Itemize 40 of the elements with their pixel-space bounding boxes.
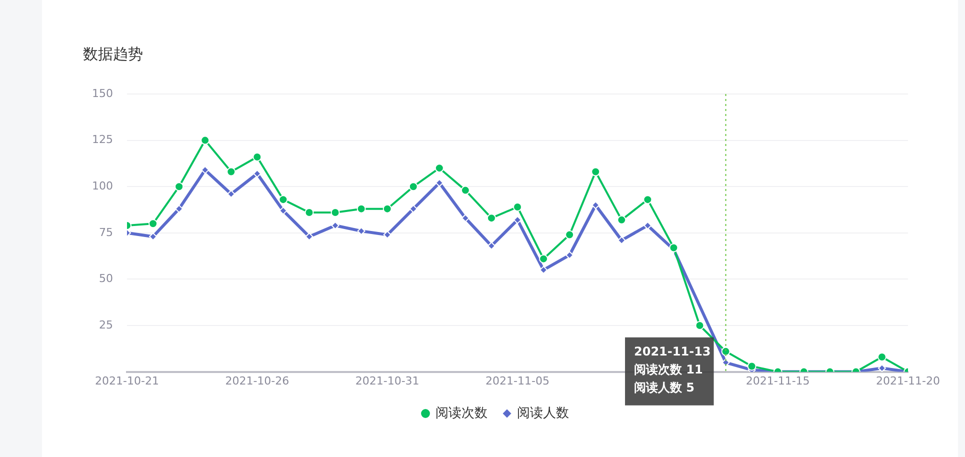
x-tick-label: 2021-11-20	[876, 374, 940, 388]
x-tick-label: 2021-11-05	[486, 374, 550, 388]
point	[148, 219, 158, 228]
point	[278, 195, 288, 204]
y-tick-label: 100	[92, 179, 113, 192]
x-tick-label: 2021-10-26	[225, 374, 290, 388]
point	[878, 364, 886, 372]
point	[618, 236, 626, 244]
point	[540, 266, 548, 274]
point	[409, 204, 418, 213]
point	[591, 167, 600, 176]
point	[382, 204, 392, 214]
point	[460, 186, 470, 195]
y-tick-label: 75	[99, 226, 113, 239]
point	[408, 182, 418, 192]
legend-label: 阅读人数	[517, 406, 569, 421]
point	[434, 164, 444, 173]
point	[643, 195, 652, 204]
point	[226, 167, 236, 176]
x-tick-label: 2021-10-31	[355, 374, 420, 388]
point	[539, 254, 548, 264]
x-tick-label: 2021-11-15	[746, 374, 810, 388]
point	[356, 204, 366, 214]
point	[200, 136, 210, 145]
point	[174, 182, 184, 192]
point	[565, 230, 574, 240]
x-tick-label: 2021-10-21	[95, 374, 159, 388]
chart-title: 数据趋势	[83, 44, 143, 63]
point	[721, 346, 730, 356]
point	[617, 215, 626, 224]
y-tick-label: 50	[99, 272, 113, 286]
legend-label: 阅读次数	[436, 406, 488, 421]
y-tick-label: 150	[92, 86, 113, 100]
point	[279, 206, 288, 215]
y-tick-label: 125	[92, 133, 113, 146]
y-tick-label: 25	[99, 318, 113, 332]
point	[747, 362, 756, 371]
point	[486, 214, 496, 223]
annotation: 2021-11-13 阅读次数 11 阅读人数 5	[634, 344, 711, 395]
point	[695, 321, 704, 330]
